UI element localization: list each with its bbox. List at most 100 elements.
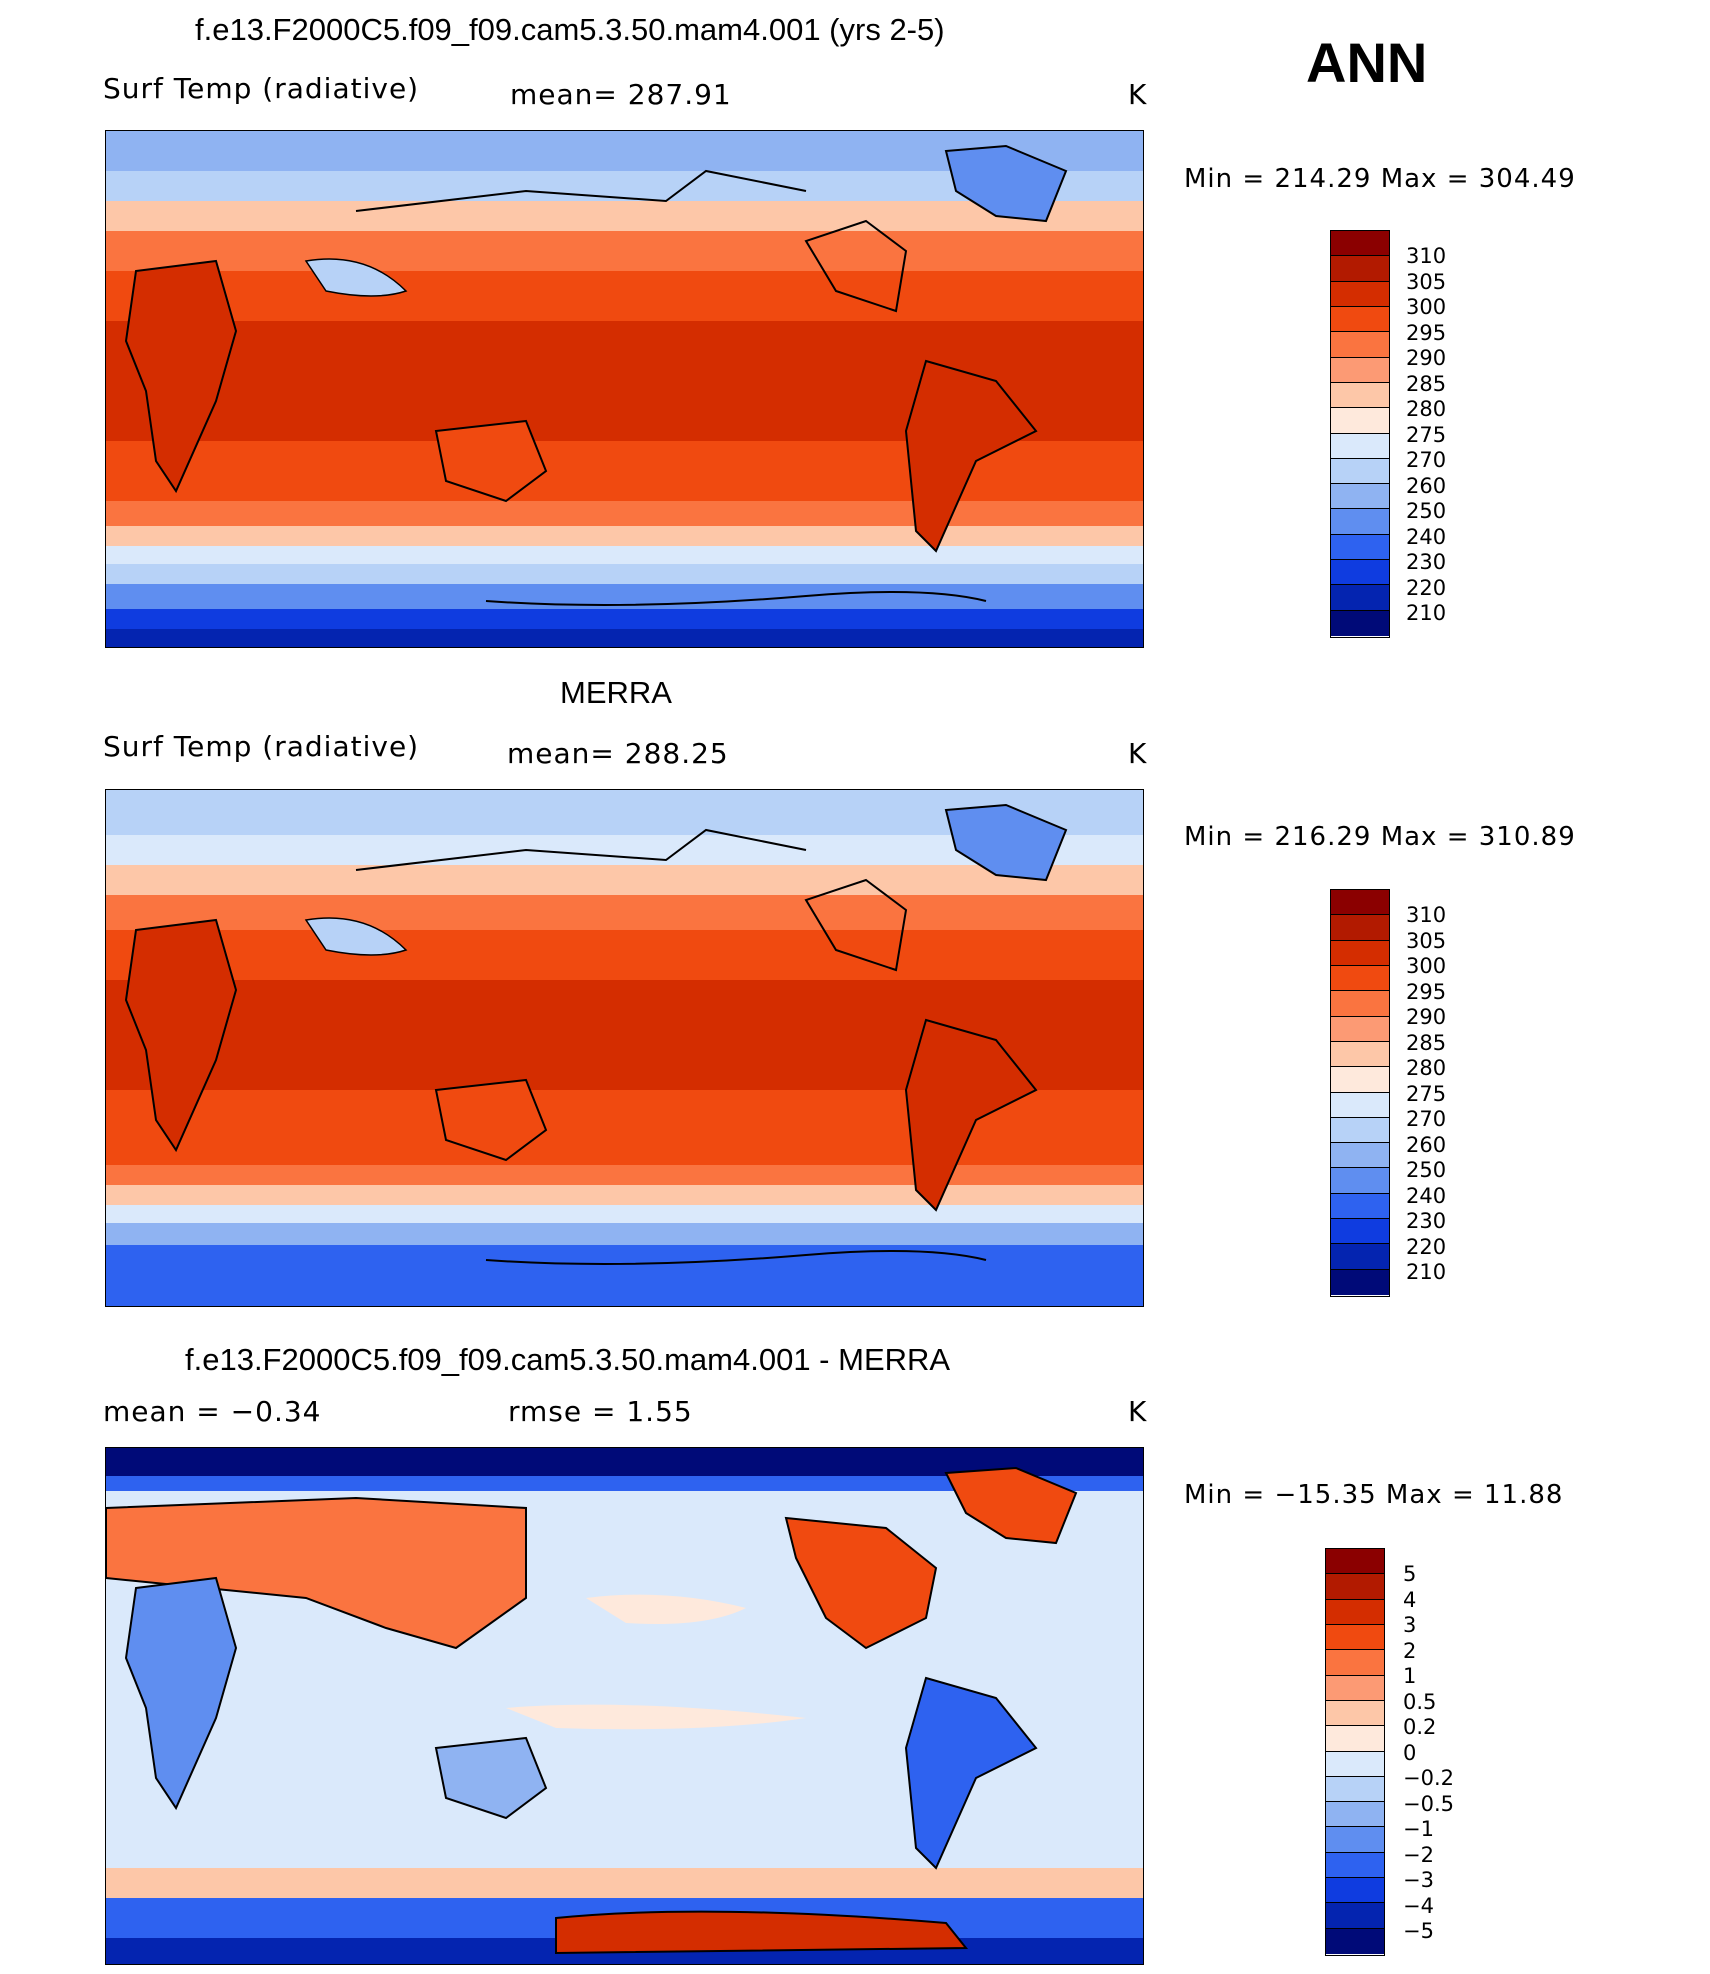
panel2-colorbar-swatch <box>1331 965 1389 992</box>
panel2-colorbar-tick-label: 250 <box>1406 1158 1447 1182</box>
panel2-map <box>105 789 1144 1307</box>
panel3-colorbar-tick-label: −1 <box>1403 1817 1434 1841</box>
panel3-mean: mean = −0.34 <box>103 1395 322 1428</box>
panel3-colorbar-swatch <box>1326 1574 1384 1600</box>
panel3-colorbar-swatch <box>1326 1624 1384 1651</box>
panel3-units: K <box>1128 1395 1148 1428</box>
panel3-colorbar-swatch <box>1326 1776 1384 1803</box>
panel2-colorbar-tick-label: 270 <box>1406 1107 1447 1131</box>
panel1-colorbar-swatch <box>1331 281 1389 307</box>
panel2-colorbar-tick-label: 280 <box>1406 1056 1447 1080</box>
panel2-colorbar-tick-label: 230 <box>1406 1209 1447 1233</box>
season-label: ANN <box>1306 31 1428 94</box>
panel1-colorbar-tick-label: 300 <box>1406 295 1447 319</box>
panel2-variable-label: Surf Temp (radiative) <box>103 730 420 763</box>
panel3-colorbar-tick-label: 3 <box>1403 1613 1417 1637</box>
panel2-title: MERRA <box>560 675 672 710</box>
panel2-colorbar-tick-label: 300 <box>1406 954 1447 978</box>
panel1-minmax: Min = 214.29 Max = 304.49 <box>1184 164 1576 194</box>
panel3-colorbar-swatch <box>1326 1928 1384 1954</box>
panel2-colorbar <box>1330 889 1390 1297</box>
panel2-colorbar-ticks: 310 305 300 295 290 285 280 275 270 260 250 240 230 2… <box>1406 903 1446 1286</box>
panel2-colorbar-tick-label: 305 <box>1406 928 1447 953</box>
panel1-colorbar-swatch <box>1331 534 1389 561</box>
panel3-colorbar-tick-label: −0.2 <box>1403 1766 1454 1790</box>
panel3-colorbar-swatch <box>1326 1802 1384 1828</box>
panel3-colorbar-swatch <box>1326 1751 1384 1777</box>
panel1-colorbar-tick-label: 280 <box>1406 397 1447 421</box>
panel1-colorbar-tick-label: 270 <box>1406 448 1447 472</box>
panel1-colorbar-tick-label: 290 <box>1406 346 1447 370</box>
panel3-colorbar-swatch <box>1326 1700 1384 1727</box>
panel1-colorbar-tick-label: 285 <box>1406 371 1447 396</box>
panel2-colorbar-swatch <box>1331 1092 1389 1118</box>
panel2-colorbar-swatch <box>1331 1168 1389 1194</box>
panel2-mean: mean= 288.25 <box>507 737 729 770</box>
panel1-colorbar-tick-label: 240 <box>1406 524 1447 549</box>
panel1-colorbar-swatch <box>1331 231 1389 257</box>
panel3-title: f.e13.F2000C5.f09_f09.cam5.3.50.mam4.001… <box>185 1342 951 1377</box>
panel2-colorbar-tick-label: 240 <box>1406 1183 1447 1208</box>
panel3-colorbar-swatch <box>1326 1903 1384 1929</box>
panel1-colorbar-ticks: 310 305 300 295 290 285 280 275 270 260 250 240 230 2… <box>1406 244 1446 627</box>
panel1-colorbar-tick-label: 210 <box>1406 601 1447 625</box>
panel2-colorbar-swatch <box>1331 915 1389 941</box>
panel2-colorbar-swatch <box>1331 1067 1389 1093</box>
panel1-colorbar-tick-label: 305 <box>1406 269 1447 294</box>
panel1-colorbar-swatch <box>1331 458 1389 485</box>
panel1-colorbar-tick-label: 250 <box>1406 499 1447 523</box>
panel3-colorbar-tick-label: −0.5 <box>1403 1791 1454 1816</box>
panel1-colorbar-tick-label: 230 <box>1406 550 1447 574</box>
panel1-variable-label: Surf Temp (radiative) <box>103 72 420 105</box>
panel1-colorbar-swatch <box>1331 332 1389 358</box>
panel2-colorbar-swatch <box>1331 1219 1389 1245</box>
panel3-colorbar-swatch <box>1326 1852 1384 1879</box>
panel3-colorbar-tick-label: −5 <box>1403 1919 1434 1943</box>
panel3-colorbar-tick-label: 0 <box>1403 1740 1417 1765</box>
panel1-colorbar-tick-label: 260 <box>1406 473 1447 498</box>
panel3-colorbar-swatch <box>1326 1726 1384 1752</box>
panel1-colorbar-tick-label: 220 <box>1406 575 1447 600</box>
panel3-rmse: rmse = 1.55 <box>508 1395 693 1428</box>
panel2-colorbar-swatch <box>1331 940 1389 966</box>
panel1-colorbar-swatch <box>1331 357 1389 383</box>
panel2-units: K <box>1128 737 1148 770</box>
panel1-colorbar-swatch <box>1331 306 1389 333</box>
panel1-mean: mean= 287.91 <box>510 78 732 111</box>
panel3-colorbar-swatch <box>1326 1650 1384 1676</box>
panel1-colorbar-swatch <box>1331 382 1389 409</box>
panel3-colorbar-tick-label: 0.5 <box>1403 1689 1437 1714</box>
panel2-colorbar-swatch <box>1331 890 1389 916</box>
panel1-colorbar-swatch <box>1331 509 1389 535</box>
panel2-colorbar-swatch <box>1331 1016 1389 1042</box>
panel1-colorbar-swatch <box>1331 256 1389 282</box>
panel1-map <box>105 130 1144 648</box>
panel2-colorbar-tick-label: 290 <box>1406 1005 1447 1029</box>
panel2-colorbar-tick-label: 260 <box>1406 1132 1447 1157</box>
panel3-colorbar-swatch <box>1326 1878 1384 1904</box>
panel3-colorbar-tick-label: −4 <box>1403 1893 1434 1918</box>
panel2-colorbar-tick-label: 285 <box>1406 1030 1447 1055</box>
panel1-units: K <box>1128 78 1148 111</box>
panel3-colorbar-ticks: 5 4 3 2 1 0.5 0.2 0 −0.2 −0.5 −1 −2 −3 −4 −5 <box>1403 1562 1454 1945</box>
panel3-colorbar-tick-label: 4 <box>1403 1587 1417 1612</box>
panel1-colorbar-swatch <box>1331 484 1389 510</box>
panel1-colorbar <box>1330 230 1390 638</box>
panel1-title: f.e13.F2000C5.f09_f09.cam5.3.50.mam4.001… <box>195 12 945 47</box>
panel3-colorbar <box>1325 1548 1385 1956</box>
panel3-colorbar-swatch <box>1326 1599 1384 1625</box>
panel2-minmax: Min = 216.29 Max = 310.89 <box>1184 822 1576 852</box>
panel1-colorbar-tick-label: 275 <box>1406 422 1447 447</box>
panel1-colorbar-tick-label: 295 <box>1406 320 1447 345</box>
panel2-colorbar-swatch <box>1331 1143 1389 1169</box>
panel2-colorbar-tick-label: 295 <box>1406 979 1447 1004</box>
panel2-colorbar-tick-label: 275 <box>1406 1081 1447 1106</box>
panel3-colorbar-swatch <box>1326 1827 1384 1853</box>
panel1-colorbar-swatch <box>1331 610 1389 636</box>
panel3-colorbar-tick-label: −2 <box>1403 1842 1434 1867</box>
panel2-colorbar-swatch <box>1331 1041 1389 1068</box>
panel2-colorbar-swatch <box>1331 1117 1389 1144</box>
panel3-colorbar-tick-label: 1 <box>1403 1664 1417 1688</box>
panel3-colorbar-tick-label: 5 <box>1403 1562 1417 1586</box>
panel3-minmax: Min = −15.35 Max = 11.88 <box>1184 1480 1564 1510</box>
